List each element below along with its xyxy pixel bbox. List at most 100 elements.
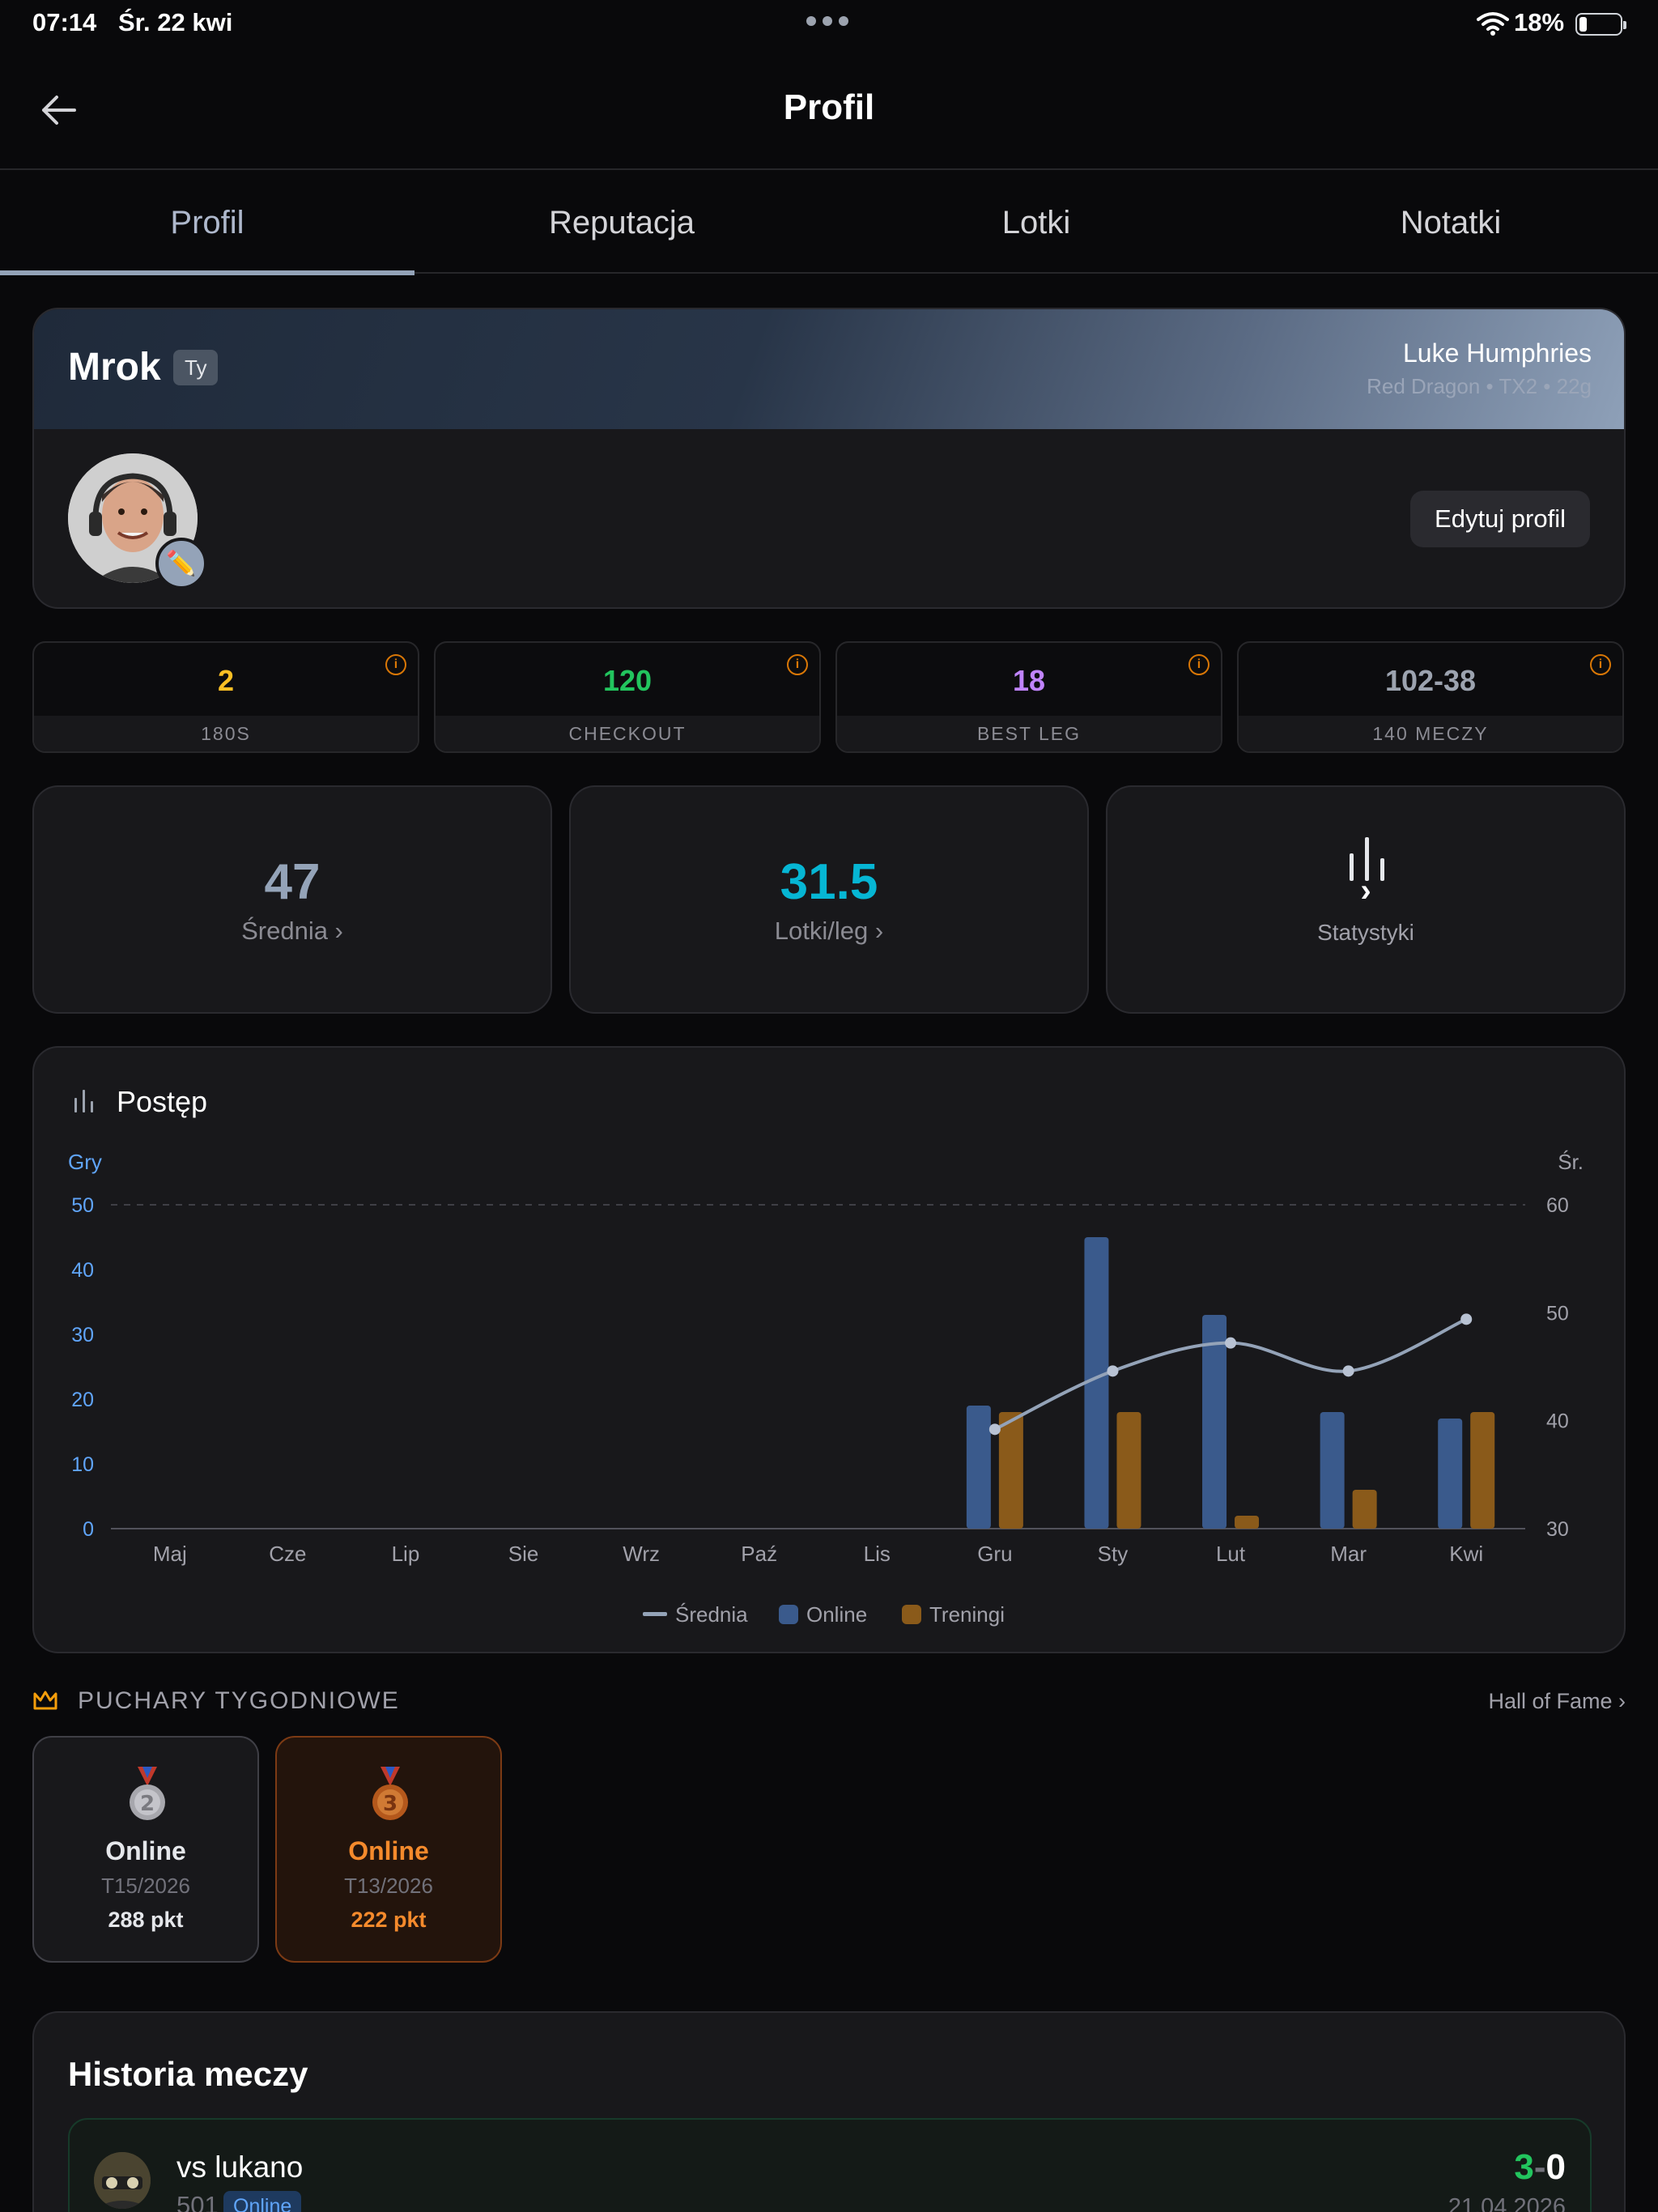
bar-treningi xyxy=(1352,1490,1377,1529)
stat-value: 102-38 xyxy=(1384,664,1477,697)
hall-of-fame-link[interactable]: Hall of Fame › xyxy=(1488,1689,1626,1713)
bar-treningi xyxy=(998,1412,1023,1529)
stat-record[interactable]: 102-38 i 140 MECZY xyxy=(1237,641,1624,753)
chevron-right-icon: › xyxy=(1360,873,1371,908)
cup-type: Online xyxy=(348,1836,429,1865)
back-arrow-icon[interactable] xyxy=(37,91,79,130)
stat-value: 2 xyxy=(217,664,235,697)
page-title: Profil xyxy=(783,87,875,127)
darts-per-leg-label: Lotki/leg › xyxy=(774,917,884,945)
stat-label: BEST LEG xyxy=(976,723,1082,744)
statistics-label: Statystyki xyxy=(1317,920,1414,945)
battery-icon xyxy=(1575,13,1626,36)
x-tick-label: Lut xyxy=(1216,1542,1246,1566)
match-mode-badge: Online xyxy=(223,2191,302,2212)
match-opponent: vs lukano xyxy=(176,2150,304,2184)
tab-reputacja[interactable]: Reputacja xyxy=(548,204,695,240)
stat-label: 140 MECZY xyxy=(1372,723,1489,744)
info-icon[interactable]: i xyxy=(1188,654,1209,675)
score-won: 3 xyxy=(1514,2147,1534,2187)
average-point xyxy=(988,1423,1001,1436)
dart-setup: Red Dragon • TX2 • 22g xyxy=(1367,374,1592,398)
bar-online xyxy=(1084,1237,1109,1529)
multitasking-dots-icon[interactable] xyxy=(806,16,848,26)
stat-label: 180S xyxy=(201,723,251,744)
bar-chart-icon xyxy=(74,1090,93,1112)
stat-checkout[interactable]: 120 i CHECKOUT xyxy=(434,641,821,753)
x-tick-label: Wrz xyxy=(623,1542,660,1566)
average-value: 47 xyxy=(264,854,321,910)
x-tick-label: Kwi xyxy=(1449,1542,1483,1566)
cup-week: T15/2026 xyxy=(101,1874,190,1898)
x-tick-label: Maj xyxy=(153,1542,187,1566)
wifi-icon xyxy=(1477,12,1509,36)
profile-banner: Mrok Ty Luke Humphries Red Dragon • TX2 … xyxy=(34,309,1624,429)
bronze-medal-icon: 3 xyxy=(372,1767,408,1820)
score-separator: - xyxy=(1533,2147,1546,2187)
avatar[interactable] xyxy=(68,453,198,583)
match-game-type: 501 xyxy=(176,2191,219,2212)
stat-row: 2 i 180S 120 i CHECKOUT 18 i BEST LEG 10… xyxy=(32,641,1626,753)
cup-points: 222 pkt xyxy=(351,1908,427,1932)
right-axis-label: Śr. xyxy=(1558,1150,1584,1174)
bar-treningi xyxy=(1470,1412,1495,1529)
x-tick-label: Cze xyxy=(269,1542,306,1566)
cup-card[interactable]: 2 Online T15/2026 288 pkt xyxy=(32,1736,259,1963)
x-tick-label: Lip xyxy=(392,1542,420,1566)
x-tick-label: Sty xyxy=(1098,1542,1129,1566)
average-tile[interactable]: 47 Średnia › xyxy=(32,785,552,1014)
weekly-cups-title: PUCHARY TYGODNIOWE xyxy=(78,1687,400,1714)
svg-text:2: 2 xyxy=(140,1792,155,1816)
legend-treningi-swatch xyxy=(902,1605,921,1624)
crown-icon xyxy=(33,1691,57,1710)
cup-points: 288 pkt xyxy=(108,1908,184,1932)
cup-week: T13/2026 xyxy=(344,1874,433,1898)
score-lost: 0 xyxy=(1545,2147,1566,2187)
left-axis-label: Gry xyxy=(68,1150,102,1174)
top-app-bar: Profil xyxy=(0,49,1658,170)
status-date: Śr. 22 kwi xyxy=(118,8,233,36)
average-line xyxy=(993,1317,1468,1431)
bar-online xyxy=(1320,1412,1345,1529)
stat-value: 120 xyxy=(602,664,653,697)
left-tick-label: 30 xyxy=(71,1324,94,1346)
stat-label: CHECKOUT xyxy=(568,723,687,744)
avatar-photo-icon xyxy=(68,453,198,583)
statistics-tile[interactable]: › Statystyki xyxy=(1106,785,1626,1014)
edit-profile-button[interactable]: Edytuj profil xyxy=(1410,491,1590,547)
status-bar: 07:14 Śr. 22 kwi 18% xyxy=(0,0,1658,49)
left-tick-label: 0 xyxy=(83,1518,94,1541)
legend-line-swatch xyxy=(643,1612,667,1616)
edit-avatar-pencil-icon[interactable]: ✏️ xyxy=(155,538,207,589)
left-tick-label: 10 xyxy=(71,1453,94,1476)
progress-chart: Gry Śr. 0 10 20 30 40 50 30 40 50 60 Maj Cze Lip Sie Wrz… xyxy=(68,1150,1584,1627)
legend-label: Średnia xyxy=(675,1602,748,1627)
favorite-player: Luke Humphries xyxy=(1403,338,1592,368)
legend-label: Treningi xyxy=(929,1602,1005,1627)
match-history-title: Historia meczy xyxy=(68,2055,308,2093)
match-date: 21.04.2026 xyxy=(1448,2194,1566,2212)
right-tick-label: 60 xyxy=(1546,1194,1569,1217)
x-tick-label: Mar xyxy=(1330,1542,1367,1566)
bar-chart-icon xyxy=(1350,837,1384,881)
info-icon[interactable]: i xyxy=(385,654,406,675)
left-tick-label: 20 xyxy=(71,1389,94,1411)
cup-type: Online xyxy=(105,1836,186,1865)
right-tick-label: 50 xyxy=(1546,1302,1569,1325)
x-tick-label: Gru xyxy=(977,1542,1012,1566)
silver-medal-icon: 2 xyxy=(130,1767,165,1820)
tab-notatki[interactable]: Notatki xyxy=(1400,204,1502,240)
info-icon[interactable]: i xyxy=(787,654,808,675)
x-tick-label: Sie xyxy=(508,1542,539,1566)
tab-profil[interactable]: Profil xyxy=(0,172,414,275)
average-point xyxy=(1342,1365,1354,1377)
tab-lotki[interactable]: Lotki xyxy=(1001,204,1071,240)
info-icon[interactable]: i xyxy=(1590,654,1611,675)
svg-text:3: 3 xyxy=(383,1792,397,1816)
stat-best-leg[interactable]: 18 i BEST LEG xyxy=(835,641,1222,753)
stat-180s[interactable]: 2 i 180S xyxy=(32,641,419,753)
match-item[interactable]: vs lukano 501 Online 3-0 21.04.2026 xyxy=(68,2118,1592,2212)
average-point xyxy=(1107,1365,1119,1377)
darts-per-leg-tile[interactable]: 31.5 Lotki/leg › xyxy=(569,785,1089,1014)
cup-card[interactable]: 3 Online T13/2026 222 pkt xyxy=(275,1736,502,1963)
